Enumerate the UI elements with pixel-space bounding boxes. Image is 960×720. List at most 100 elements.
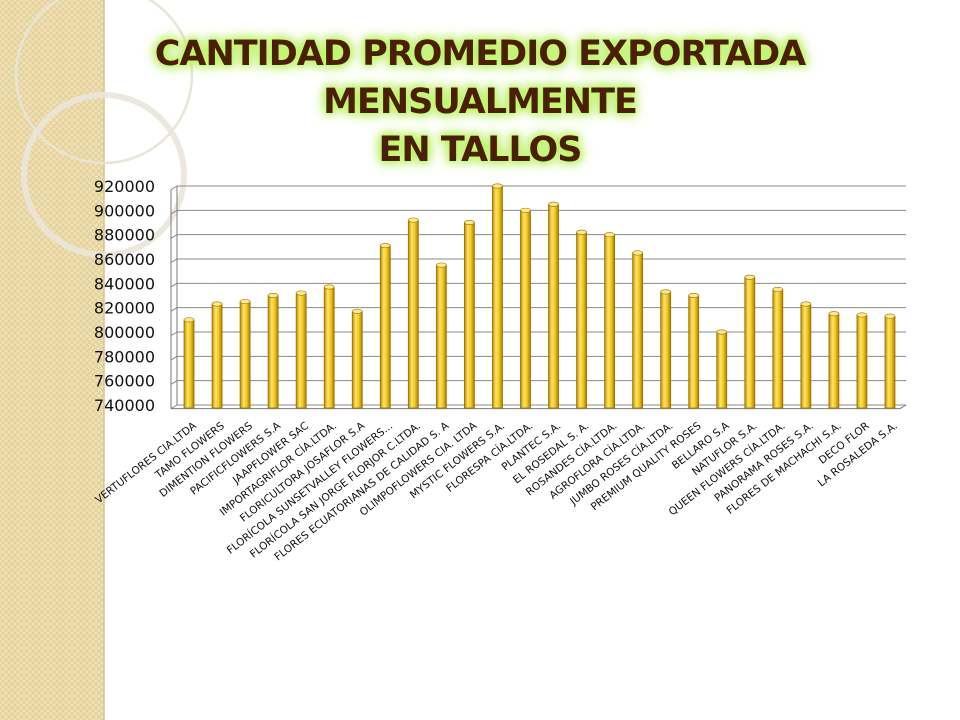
bar-top bbox=[211, 301, 223, 307]
bar bbox=[688, 292, 700, 409]
bar bbox=[267, 292, 279, 409]
bar bbox=[183, 317, 195, 409]
sidebar-texture bbox=[0, 0, 104, 720]
y-tick-label: 760000 bbox=[94, 372, 155, 391]
bar-body bbox=[435, 264, 447, 409]
decor-ring-small bbox=[21, 92, 187, 258]
bar bbox=[884, 313, 896, 409]
bar-body bbox=[183, 319, 195, 409]
bar-body bbox=[688, 295, 700, 409]
bar-top bbox=[800, 301, 812, 307]
y-tick-label: 820000 bbox=[94, 299, 155, 318]
bar-top bbox=[267, 292, 279, 298]
bar-top bbox=[828, 311, 840, 317]
gridline-depth bbox=[170, 404, 178, 410]
gridline-depth bbox=[170, 282, 178, 288]
bar bbox=[295, 290, 307, 409]
bar bbox=[520, 207, 531, 409]
bar bbox=[323, 284, 335, 409]
bar-top bbox=[183, 317, 195, 323]
bars bbox=[183, 183, 896, 409]
gridlines bbox=[170, 185, 906, 410]
bar-top bbox=[464, 220, 475, 226]
bar-body bbox=[716, 331, 728, 409]
bar-top bbox=[408, 217, 419, 223]
bar-body bbox=[323, 286, 335, 409]
bar-top bbox=[323, 284, 335, 290]
gridline-depth bbox=[170, 331, 178, 337]
bar bbox=[716, 329, 728, 409]
bar-top bbox=[351, 308, 363, 314]
bar-body bbox=[576, 231, 587, 409]
bar bbox=[772, 286, 784, 409]
decor-ring-large bbox=[14, 0, 194, 165]
bar bbox=[800, 301, 812, 409]
bar-top bbox=[548, 201, 559, 207]
y-tick-label: 800000 bbox=[94, 323, 155, 342]
bar bbox=[548, 201, 559, 409]
bar-top bbox=[436, 262, 447, 268]
gridline-depth bbox=[170, 258, 178, 264]
bar-body bbox=[239, 301, 251, 409]
y-tick-label: 840000 bbox=[94, 274, 155, 293]
bar-body bbox=[351, 310, 363, 409]
bar bbox=[744, 274, 756, 409]
bar-top bbox=[604, 232, 615, 238]
bar-top bbox=[856, 312, 868, 318]
bar bbox=[828, 311, 840, 409]
bar bbox=[464, 220, 475, 409]
gridline-depth bbox=[170, 355, 178, 361]
y-tick-label: 860000 bbox=[94, 250, 155, 269]
bar-top bbox=[744, 274, 756, 280]
bar bbox=[435, 262, 447, 409]
bar bbox=[239, 299, 251, 409]
y-tick-label: 920000 bbox=[94, 177, 155, 196]
bar-body bbox=[660, 291, 672, 409]
bar-body bbox=[800, 303, 812, 409]
bar-body bbox=[407, 219, 419, 409]
y-tick-labels: 740000 760000 780000 800000 820000 840000 8600… bbox=[94, 177, 155, 415]
bar-body bbox=[492, 185, 503, 409]
axes bbox=[170, 186, 907, 410]
bar-top bbox=[239, 299, 251, 305]
bar-top bbox=[884, 313, 896, 319]
gridline-depth bbox=[170, 307, 178, 312]
y-tick-label: 880000 bbox=[94, 226, 155, 245]
bar-top bbox=[492, 183, 503, 189]
bar-top bbox=[660, 289, 671, 295]
bar bbox=[407, 217, 419, 409]
bar-body bbox=[856, 314, 868, 409]
bar-top bbox=[688, 292, 700, 298]
title-line-1: CANTIDAD PROMEDIO EXPORTADA MENSUALMENTE bbox=[154, 34, 807, 122]
bar bbox=[604, 232, 615, 409]
bar-body bbox=[295, 292, 307, 409]
gridline-depth bbox=[170, 209, 178, 215]
bar-top bbox=[716, 329, 728, 335]
gridline-depth bbox=[170, 185, 178, 191]
y-tick-label: 740000 bbox=[94, 396, 155, 415]
bar bbox=[492, 183, 503, 409]
bar-top bbox=[379, 243, 391, 249]
gridline-depth bbox=[170, 234, 178, 239]
bar bbox=[351, 308, 363, 409]
bar bbox=[660, 289, 672, 409]
bar-body bbox=[211, 303, 223, 409]
y-tick-label: 780000 bbox=[94, 347, 155, 366]
bar-top bbox=[295, 290, 307, 296]
x-axis bbox=[171, 404, 907, 410]
bar-body bbox=[604, 234, 615, 409]
bar-body bbox=[267, 295, 279, 409]
bar bbox=[576, 229, 587, 409]
bar-body bbox=[520, 209, 531, 409]
gridline-depth bbox=[170, 380, 178, 385]
bar-top bbox=[576, 229, 587, 235]
title-line-2: EN TALLOS bbox=[378, 130, 583, 170]
bar-body bbox=[632, 252, 644, 409]
bar-top bbox=[772, 286, 784, 292]
y-tick-label: 900000 bbox=[94, 201, 155, 220]
bar bbox=[632, 250, 644, 409]
bar-top bbox=[520, 207, 531, 213]
